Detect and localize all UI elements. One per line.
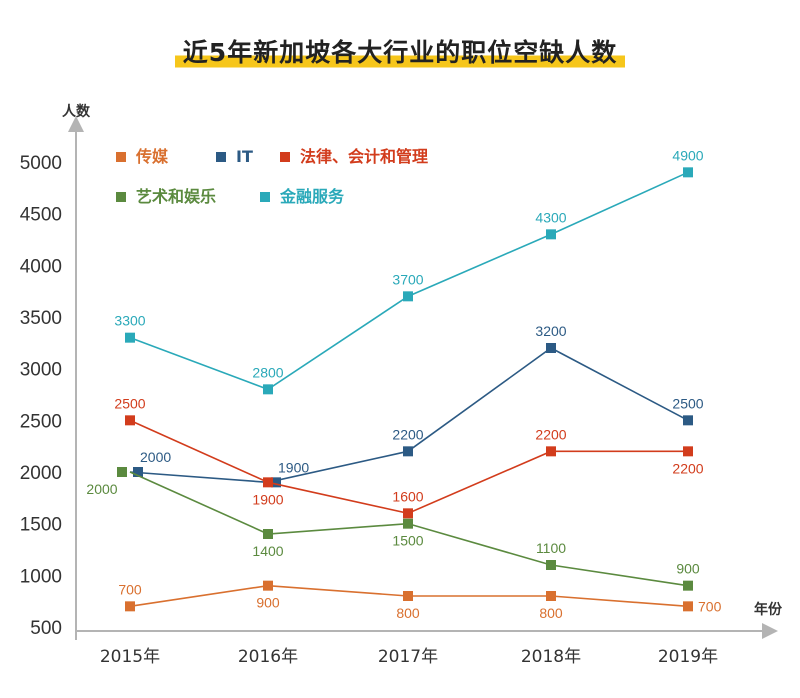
data-point-marker [546, 560, 556, 570]
data-label: 2200 [672, 460, 703, 476]
data-point-marker [117, 467, 127, 477]
data-label: 700 [698, 598, 722, 614]
data-point-marker [403, 291, 413, 302]
data-point-marker [546, 343, 556, 353]
data-point-marker [403, 518, 413, 529]
series-1: 2000 1900 2200 3200 2500 [129, 323, 704, 488]
legend-swatch-icon [260, 192, 270, 202]
data-label: 1100 [536, 540, 566, 556]
data-point-marker [683, 446, 693, 457]
y-tick-label: 1500 [20, 515, 62, 536]
x-tick-label: 2019年 [658, 647, 718, 667]
legend-label: IT [236, 147, 253, 166]
y-axis-title: 人数 [62, 103, 91, 120]
legend-item: IT [216, 147, 253, 166]
y-tick-label: 1000 [20, 566, 62, 587]
data-label: 2200 [392, 426, 423, 442]
data-label: 800 [539, 605, 563, 621]
data-label: 1500 [392, 533, 423, 549]
series-group: 700 900 800 800 700 2000 1900 2200 3200 2500 2500 1… [86, 147, 721, 621]
data-point-marker [546, 229, 556, 240]
legend-swatch-icon [280, 152, 290, 162]
data-label: 4900 [672, 147, 703, 163]
y-tick-label: 3500 [20, 308, 62, 329]
data-point-marker [546, 446, 556, 457]
data-label: 2200 [535, 426, 566, 442]
data-label: 3200 [535, 323, 566, 339]
y-tick-label: 4000 [20, 256, 62, 277]
y-tick-label: 3000 [20, 360, 62, 381]
y-tick-label: 2500 [20, 411, 62, 432]
legend-swatch-icon [116, 152, 126, 162]
y-tick-label: 4500 [20, 205, 62, 226]
data-label: 3700 [392, 271, 423, 287]
data-label: 900 [256, 595, 280, 611]
series-4: 3300 2800 3700 4300 4900 [114, 147, 704, 395]
legend-label: 传媒 [135, 147, 169, 166]
x-tick-label: 2016年 [238, 647, 298, 667]
data-point-marker [263, 384, 273, 395]
x-tick-label: 2017年 [378, 647, 438, 667]
x-tick-labels: 2015年 2016年 2017年 2018年 2019年 [100, 647, 718, 667]
chart-title: 近5年新加坡各大行业的职位空缺人数 [174, 36, 626, 70]
data-label: 4300 [535, 209, 566, 225]
data-label: 2800 [252, 364, 283, 380]
legend-label: 法律、会计和管理 [300, 147, 428, 166]
legend-item: 艺术和娱乐 [116, 187, 216, 206]
x-axis-arrow-icon [762, 623, 778, 639]
y-tick-label: 500 [30, 618, 62, 639]
data-point-marker [683, 580, 693, 591]
data-label: 1600 [392, 488, 423, 504]
legend-label: 金融服务 [279, 187, 345, 206]
data-point-marker [683, 167, 693, 178]
series-0: 700 900 800 800 700 [118, 580, 722, 621]
data-label: 2500 [672, 395, 703, 411]
data-point-marker [683, 601, 693, 612]
series-3: 2000 1400 1500 1100 900 [86, 467, 700, 591]
data-label: 2000 [140, 449, 171, 465]
y-tick-labels: 5000 4500 4000 3500 3000 2500 2000 1500 1000 500 [20, 153, 62, 639]
data-point-marker [125, 332, 135, 343]
x-tick-label: 2018年 [521, 647, 581, 667]
data-label: 1900 [278, 459, 309, 475]
data-label: 700 [118, 581, 142, 597]
axes: 人数 年份 [62, 103, 783, 640]
data-point-marker [403, 508, 413, 519]
data-point-marker [263, 580, 273, 591]
data-point-marker [125, 415, 135, 426]
data-point-marker [271, 477, 281, 488]
legend-item: 传媒 [116, 147, 169, 166]
data-label: 3300 [114, 313, 145, 329]
y-tick-label: 2000 [20, 463, 62, 484]
data-label: 1400 [252, 543, 283, 559]
chart-title-container: 近5年新加坡各大行业的职位空缺人数 [0, 36, 800, 70]
data-label: 2500 [114, 395, 145, 411]
series-2: 2500 1900 1600 2200 2200 [114, 395, 704, 519]
data-label: 2000 [86, 481, 117, 497]
data-point-marker [263, 529, 273, 539]
legend-item: 法律、会计和管理 [280, 147, 428, 166]
y-axis-arrow-icon [68, 116, 84, 132]
legend-swatch-icon [116, 192, 126, 202]
legend-item: 金融服务 [260, 187, 345, 206]
x-tick-label: 2015年 [100, 647, 160, 667]
y-tick-label: 5000 [20, 153, 62, 174]
data-point-marker [403, 446, 413, 457]
data-point-marker [403, 591, 413, 601]
data-point-marker [683, 415, 693, 426]
legend-swatch-icon [216, 152, 226, 162]
data-point-marker [125, 601, 135, 612]
legend-label: 艺术和娱乐 [136, 187, 216, 206]
data-label: 1900 [252, 491, 283, 507]
data-label: 900 [676, 561, 700, 577]
data-point-marker [133, 467, 143, 477]
x-axis-title: 年份 [754, 601, 783, 618]
data-label: 800 [396, 605, 420, 621]
data-point-marker [263, 477, 273, 488]
data-point-marker [546, 591, 556, 601]
